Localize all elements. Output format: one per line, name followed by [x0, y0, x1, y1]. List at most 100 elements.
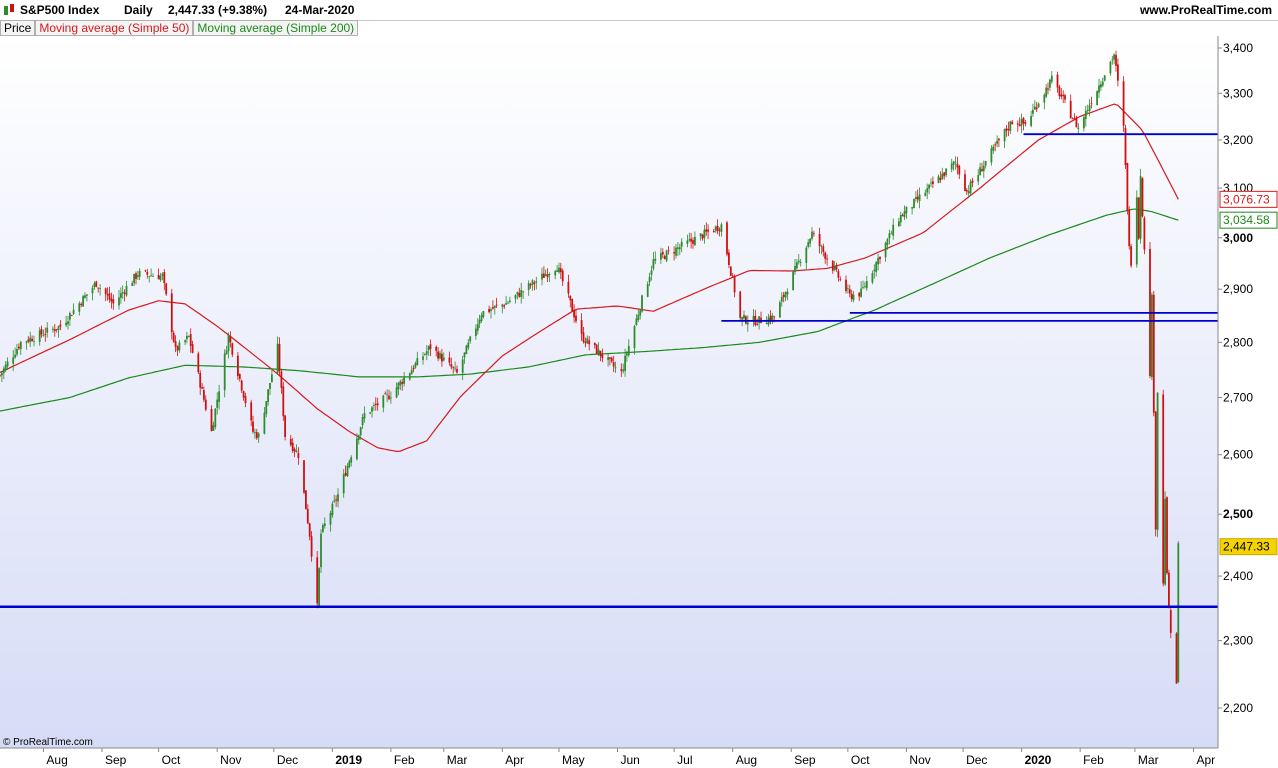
candle: [84, 292, 86, 299]
candle: [1169, 608, 1172, 639]
candle: [356, 433, 358, 461]
candle: [677, 242, 679, 256]
candle: [204, 395, 207, 412]
candle: [633, 324, 636, 355]
candle: [852, 291, 855, 303]
candle: [950, 158, 953, 173]
candle: [675, 244, 677, 259]
candle: [716, 219, 719, 235]
candle: [6, 357, 9, 370]
candle: [1037, 102, 1040, 108]
candle: [969, 179, 972, 195]
candle: [529, 282, 532, 289]
candle: [1060, 88, 1063, 100]
candle: [584, 337, 587, 348]
candle: [186, 331, 188, 344]
x-tick-label: Dec: [966, 753, 987, 767]
candle: [1024, 120, 1027, 127]
candle: [992, 144, 995, 154]
candle: [1064, 93, 1066, 103]
candle: [558, 262, 560, 274]
candle: [1168, 569, 1170, 609]
candle: [1152, 291, 1155, 417]
candle: [271, 368, 273, 383]
candle: [263, 407, 266, 435]
candle: [97, 287, 100, 293]
candle: [276, 336, 279, 375]
candle: [1016, 120, 1019, 132]
candle: [331, 501, 334, 518]
legend-ma200[interactable]: Moving average (Simple 200): [193, 20, 359, 36]
candle: [958, 164, 961, 179]
candle: [46, 322, 49, 338]
candle: [703, 225, 706, 244]
candle: [865, 276, 868, 291]
candle: [237, 352, 239, 381]
candle: [305, 490, 307, 510]
candle: [1018, 117, 1021, 127]
candle: [792, 270, 794, 291]
candle: [1084, 105, 1087, 127]
candle: [52, 326, 54, 333]
candle: [465, 344, 468, 355]
candle: [422, 352, 424, 365]
ma200-line: [0, 208, 1179, 412]
candle: [877, 254, 879, 271]
candle-symbol: [4, 4, 14, 15]
x-tick-label: 2019: [335, 753, 362, 767]
candle: [879, 256, 881, 264]
legend-ma50[interactable]: Moving average (Simple 50): [35, 20, 194, 36]
candle: [1007, 121, 1010, 137]
x-tick-label: Feb: [1083, 753, 1104, 767]
candle: [1141, 177, 1144, 218]
candle: [1033, 100, 1036, 110]
candle: [157, 268, 160, 280]
candle: [267, 389, 269, 406]
candle: [1103, 75, 1106, 82]
candle: [18, 343, 20, 351]
candle: [1149, 242, 1151, 379]
indicator-legend: Price Moving average (Simple 50) Moving …: [0, 20, 359, 36]
candle: [884, 241, 887, 262]
y-tick-label: 3,300: [1223, 86, 1253, 100]
candle: [718, 227, 721, 237]
website-label[interactable]: www.ProRealTime.com: [1139, 3, 1272, 17]
candle: [569, 295, 572, 308]
candle: [612, 355, 615, 373]
y-tick-label: 2,600: [1223, 448, 1253, 462]
candle: [661, 248, 664, 259]
candle: [1073, 113, 1076, 121]
candle: [1154, 411, 1157, 537]
candle: [756, 318, 759, 326]
interval-label[interactable]: Daily: [124, 3, 153, 17]
legend-price[interactable]: Price: [0, 20, 36, 36]
candle: [475, 324, 477, 340]
candle: [905, 206, 908, 219]
candle: [648, 272, 651, 287]
candle: [782, 292, 785, 303]
candle: [520, 282, 523, 304]
candle: [1177, 541, 1180, 684]
candle: [597, 342, 600, 357]
candle: [403, 371, 405, 387]
candle: [1049, 78, 1051, 92]
candle: [599, 350, 602, 362]
candle: [376, 397, 379, 411]
y-tick-label: 2,700: [1223, 391, 1253, 405]
candle: [977, 168, 980, 186]
y-tick-label: 2,300: [1223, 634, 1253, 648]
candle: [686, 234, 689, 248]
candle: [503, 303, 506, 310]
candle: [265, 401, 268, 418]
candle: [1101, 77, 1104, 88]
candle: [482, 310, 485, 319]
candle: [69, 311, 71, 326]
candle: [678, 243, 681, 256]
chart-header: S&P500 Index Daily 2,447.33 (+9.38%) 24-…: [0, 0, 1278, 21]
candle: [469, 335, 472, 344]
candle: [291, 438, 294, 453]
candle: [546, 268, 549, 282]
candle: [915, 191, 917, 202]
candle: [344, 465, 347, 477]
